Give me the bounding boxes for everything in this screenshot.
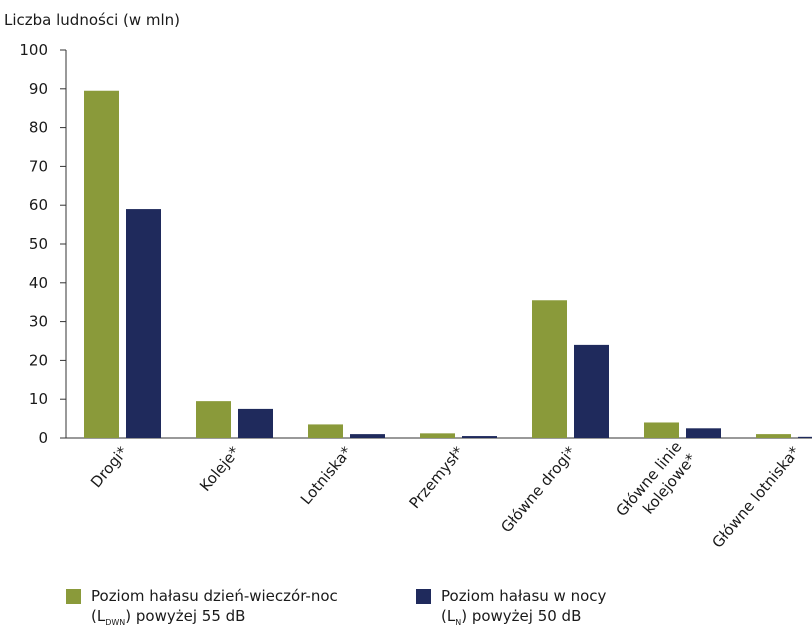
legend-item-lden: Poziom hałasu dzień-wieczór-noc (LDWN) p… [66,586,338,633]
legend-item-ln: Poziom hałasu w nocy (LN) powyżej 50 dB [416,586,606,633]
x-tick-label: Drogi* [87,443,132,492]
y-tick-label: 40 [29,274,48,292]
y-tick-label: 10 [29,390,48,408]
legend-label-ln: Poziom hałasu w nocy (LN) powyżej 50 dB [441,587,607,627]
bar-ln [686,428,721,438]
y-tick-label: 100 [19,41,48,59]
bar-ln [350,434,385,438]
y-axis-title: Liczba ludności (w mln) [4,11,181,29]
x-tick-label: Przemysł* [405,443,467,512]
bar-chart: 0 10 20 30 40 50 60 70 80 90 100 Drogi* Koleje* Lotni… [19,41,812,552]
y-tick-label: 90 [29,80,48,98]
legend-swatch-lden [66,589,81,604]
bar-lden [84,90,119,439]
x-tick-label: Główne drogi* [497,443,580,537]
legend-label-lden: Poziom hałasu dzień-wieczór-noc (LDWN) p… [91,587,338,627]
bar-lden [196,401,231,438]
bar-ln [574,344,609,438]
legend-swatch-ln [416,589,431,604]
x-tick-label: Lotniska* [297,443,356,508]
bar-lden [756,434,791,438]
x-tick-label: Główne lotniska* [708,443,804,552]
bar-ln [126,209,161,438]
bar-ln [462,436,497,438]
y-tick-label: 60 [29,196,48,214]
y-tick-label: 70 [29,157,48,175]
y-tick-label: 50 [29,235,48,253]
x-tick-label: Główne liniekolejowe* [612,437,700,532]
bar-ln [798,436,812,438]
y-tick-label: 20 [29,351,48,369]
y-tick-label: 30 [29,313,48,331]
x-tick-label: Koleje* [196,443,244,495]
bar-ln [238,408,273,438]
y-tick-label: 80 [29,119,48,137]
bar-lden [644,422,679,438]
bar-lden [308,424,343,438]
bar-lden [420,433,455,438]
y-tick-label: 0 [38,429,48,447]
bar-lden [532,300,567,438]
